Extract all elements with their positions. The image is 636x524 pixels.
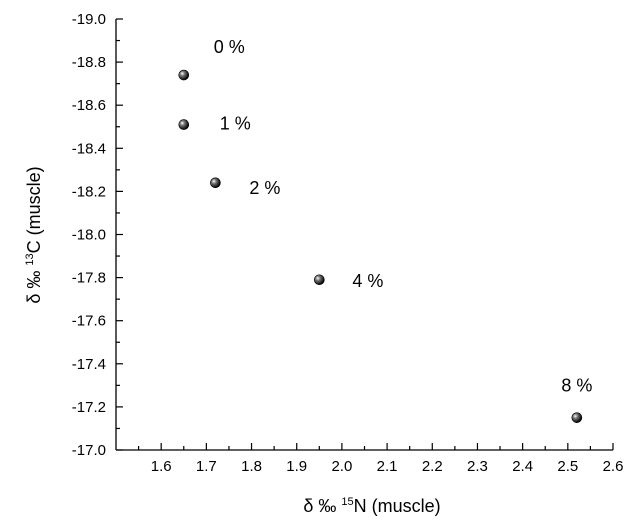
point-label: 1 % <box>220 114 251 134</box>
data-point <box>571 412 583 423</box>
y-tick-label: -17.8 <box>72 270 106 287</box>
point-label: 4 % <box>352 271 383 291</box>
y-axis-label: δ ‰ 13C (muscle) <box>24 166 44 303</box>
data-point <box>178 69 190 81</box>
x-tick-label: 1.6 <box>151 458 172 475</box>
x-tick-label: 1.9 <box>286 458 307 475</box>
y-tick-label: -18.0 <box>72 227 106 244</box>
y-tick-label: -18.2 <box>72 183 106 200</box>
y-tick-label: -17.4 <box>72 356 106 373</box>
x-tick-label: 2.6 <box>603 458 624 475</box>
point-label: 2 % <box>249 178 280 198</box>
y-tick-label: -17.2 <box>72 399 106 416</box>
x-tick-label: 2.4 <box>512 458 533 475</box>
x-tick-label: 1.7 <box>196 458 217 475</box>
data-points: 0 % 1 % 2 % 4 % 8 % <box>178 37 592 423</box>
point-label: 8 % <box>561 376 592 396</box>
y-tick-label: -18.8 <box>72 54 106 71</box>
x-tick-label: 2.1 <box>377 458 398 475</box>
y-axis-ticks: -19.0 -18.8 -18.6 -18.4 -18.2 -18.0 -17.8 -17.6… <box>72 11 123 459</box>
x-tick-label: 2.5 <box>557 458 578 475</box>
y-tick-label: -17.6 <box>72 313 106 330</box>
data-point <box>314 274 325 286</box>
y-tick-label: -17.0 <box>72 442 106 459</box>
data-point <box>210 177 221 189</box>
x-tick-label: 1.8 <box>241 458 262 475</box>
y-tick-label: -18.4 <box>72 140 106 157</box>
x-tick-label: 2.3 <box>467 458 488 475</box>
data-point <box>178 119 190 130</box>
point-label: 0 % <box>214 37 245 57</box>
x-tick-label: 2.2 <box>422 458 443 475</box>
axes <box>115 19 613 451</box>
x-tick-label: 2.0 <box>331 458 352 475</box>
y-tick-label: -19.0 <box>72 11 106 28</box>
x-axis-label: δ ‰ 15N (muscle) <box>303 496 440 516</box>
x-axis-ticks: 1.6 1.7 1.8 1.9 2.0 2.1 2.2 2.3 2.4 2.5 2.6 <box>137 443 624 475</box>
y-tick-label: -18.6 <box>72 97 106 114</box>
